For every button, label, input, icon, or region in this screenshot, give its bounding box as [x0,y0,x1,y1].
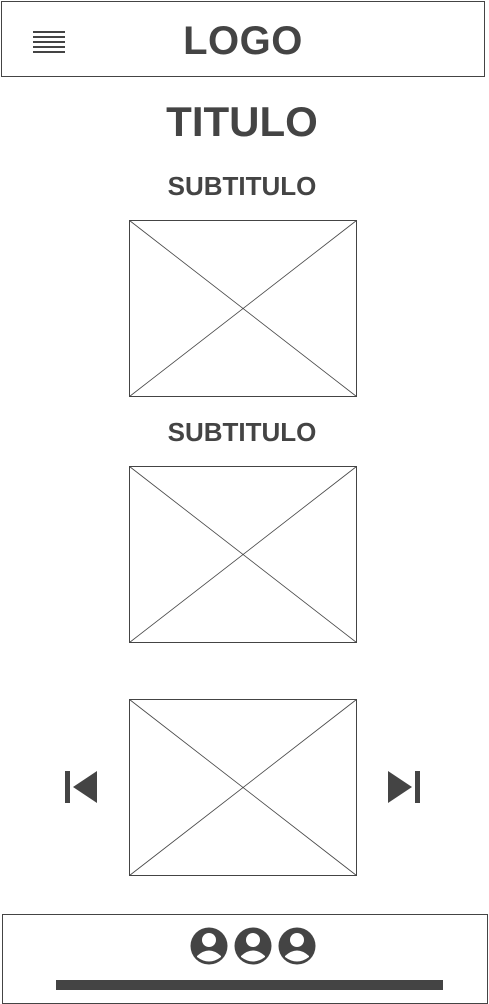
footer [2,914,488,1004]
user-avatar-icon[interactable] [190,927,228,965]
carousel-image-placeholder [129,699,357,876]
user-avatar-icon[interactable] [234,927,272,965]
skip-previous-icon[interactable] [63,768,99,806]
logo[interactable]: LOGO [183,19,303,63]
skip-next-icon[interactable] [386,768,422,806]
user-avatar-icon[interactable] [278,927,316,965]
image-placeholder-2 [129,466,357,643]
hamburger-menu-icon[interactable] [33,29,65,55]
user-avatars [190,927,316,965]
image-placeholder-1 [129,220,357,397]
section-subtitle-2: SUBTITULO [167,417,317,447]
page-title: TITULO [166,98,318,145]
section-subtitle-1: SUBTITULO [167,171,317,201]
footer-bar [56,980,443,990]
header: LOGO [1,1,485,77]
